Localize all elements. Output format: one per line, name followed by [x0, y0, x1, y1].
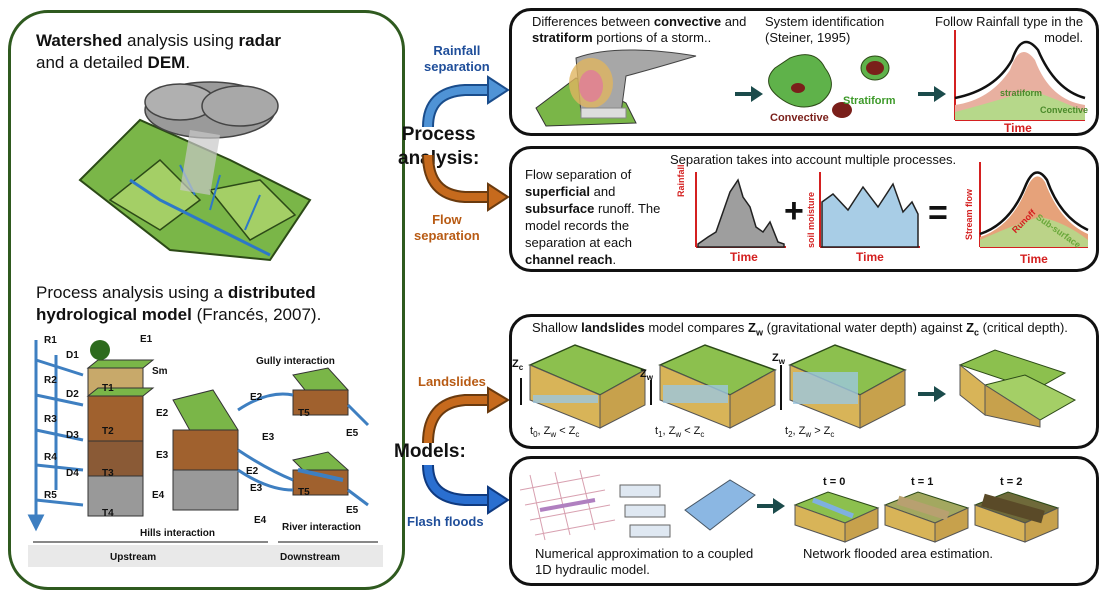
- models-header: Models:: [394, 441, 466, 462]
- e1-label: E1: [140, 334, 153, 345]
- e3c-label: E3: [250, 483, 263, 494]
- e2c-label: E2: [246, 466, 259, 477]
- flood-block-t2: [973, 491, 1060, 543]
- arrow-flow: [422, 154, 510, 212]
- t3-label: T3: [102, 468, 114, 479]
- zc-label-0: Zc: [512, 358, 524, 373]
- rainfall-desc-line1: Differences between convective and: [532, 14, 747, 29]
- r3-label: R3: [44, 414, 57, 425]
- chart-stratiform-label: stratiform: [1000, 88, 1043, 98]
- storm-illustration: [535, 49, 697, 127]
- zw-label-2: Zw: [772, 352, 785, 367]
- arrow-right-1: [735, 86, 763, 102]
- rainfall-time-label-2: Time: [730, 250, 758, 264]
- flood-t2-label: t = 2: [1000, 476, 1023, 488]
- d4-label: D4: [66, 468, 79, 479]
- e2-label: E2: [156, 408, 169, 419]
- e5-gully-label: E5: [346, 428, 359, 439]
- watershed-title-line2: and a detailed DEM.: [36, 53, 191, 72]
- river-interaction-label: River interaction: [282, 522, 361, 533]
- hydrological-model-diagram: [27, 340, 383, 567]
- watershed-title-line1: Watershed analysis using radar: [36, 31, 282, 50]
- t1-label: T1: [102, 383, 114, 394]
- t5-gully-label: T5: [298, 408, 310, 419]
- soil-time-label: Time: [856, 250, 884, 264]
- t5-river-label: T5: [298, 487, 310, 498]
- network-flooded-text: Network flooded area estimation.: [803, 546, 994, 561]
- landslides-header: Shallow landslides model compares Zw (gr…: [532, 320, 1068, 338]
- soil-moisture-chart: [819, 172, 920, 248]
- rainfall-axis-label: Rainfall: [676, 164, 686, 197]
- r1-label: R1: [44, 335, 57, 346]
- zw-label-1: Zw: [640, 368, 653, 383]
- gully-interaction-label: Gully interaction: [256, 356, 335, 367]
- landslide-block-2: [780, 344, 907, 429]
- streamflow-time-label: Time: [1020, 252, 1048, 266]
- system-identification-map: [768, 54, 890, 118]
- landslide-block-0: [520, 344, 647, 429]
- streamflow-axis-label: Stream flow: [964, 188, 974, 240]
- flash-floods-label: Flash floods: [407, 514, 484, 529]
- chart-convective-label: Convective: [1040, 105, 1089, 115]
- process-analysis-header: Process analysis:: [398, 124, 480, 169]
- arrow-flash-floods: [422, 464, 510, 515]
- landslide-block-1: [650, 344, 777, 429]
- watershed-terrain-illustration: [78, 81, 312, 262]
- arrow-right-3: [918, 386, 946, 402]
- flow-separation-panel: [509, 146, 1099, 272]
- stratiform-map-label: Stratiform: [843, 95, 896, 107]
- system-identification-text: System identification (Steiner, 1995): [765, 14, 885, 45]
- state-label-2: t2, Zw > Zc: [785, 425, 835, 440]
- process-analysis-line1: Process analysis using a distributed: [36, 283, 316, 302]
- e4b-label: E4: [254, 515, 267, 526]
- arrow-rainfall: [422, 75, 510, 128]
- d2-label: D2: [66, 389, 79, 400]
- state-label-0: t0, Zw < Zc: [530, 425, 580, 440]
- flood-block-t1: [883, 491, 970, 543]
- rainfall-desc-line2: stratiform portions of a storm..: [532, 30, 712, 45]
- landslide-failure-block: [958, 349, 1077, 428]
- plus-sign: +: [784, 192, 804, 230]
- arrow-right-4: [757, 498, 785, 514]
- landslides-label: Landslides: [418, 374, 486, 389]
- follow-rainfall-text: Follow Rainfall type in the model.: [935, 14, 1084, 45]
- e2b-label: E2: [250, 392, 263, 403]
- process-analysis-line2: hydrological model (Francés, 2007).: [36, 305, 322, 324]
- upstream-label: Upstream: [110, 552, 157, 563]
- rainfall-separation-label: Rainfall separation: [424, 43, 490, 74]
- r4-label: R4: [44, 452, 57, 463]
- flood-t0-label: t = 0: [823, 476, 846, 488]
- convective-map-label: Convective: [770, 112, 829, 124]
- hydraulic-grid-illustration: [519, 469, 756, 541]
- r2-label: R2: [44, 375, 57, 386]
- soil-moisture-axis-label: soil moisture: [806, 191, 816, 248]
- r5-label: R5: [44, 490, 57, 501]
- sm-label: Sm: [152, 366, 168, 377]
- hills-interaction-label: Hills interaction: [140, 528, 216, 539]
- numerical-approx-text: Numerical approximation to a coupled 1D …: [535, 546, 754, 577]
- downstream-label: Downstream: [280, 552, 341, 563]
- rainfall-hyetograph: [695, 172, 786, 248]
- flood-t1-label: t = 1: [911, 476, 934, 488]
- t4-label: T4: [102, 508, 114, 519]
- flood-block-t0: [793, 491, 880, 543]
- e3-label: E3: [156, 450, 169, 461]
- flow-desc-block: Flow separation of superficial and subsu…: [525, 167, 661, 267]
- flow-header: Separation takes into account multiple p…: [670, 152, 957, 167]
- e3b-label: E3: [262, 432, 275, 443]
- flow-separation-label: Flow separation: [414, 212, 480, 243]
- streamflow-chart: [979, 162, 1089, 248]
- rainfall-time-label: Time: [1004, 121, 1032, 135]
- e4-label: E4: [152, 490, 165, 501]
- arrow-landslides: [422, 386, 510, 444]
- d3-label: D3: [66, 430, 79, 441]
- d1-label: D1: [66, 350, 79, 361]
- t2-label: T2: [102, 426, 114, 437]
- rainfall-type-chart: [954, 30, 1086, 121]
- equals-sign: =: [928, 194, 948, 232]
- e5-river-label: E5: [346, 505, 359, 516]
- state-label-1: t1, Zw < Zc: [655, 425, 705, 440]
- arrow-right-2: [918, 86, 946, 102]
